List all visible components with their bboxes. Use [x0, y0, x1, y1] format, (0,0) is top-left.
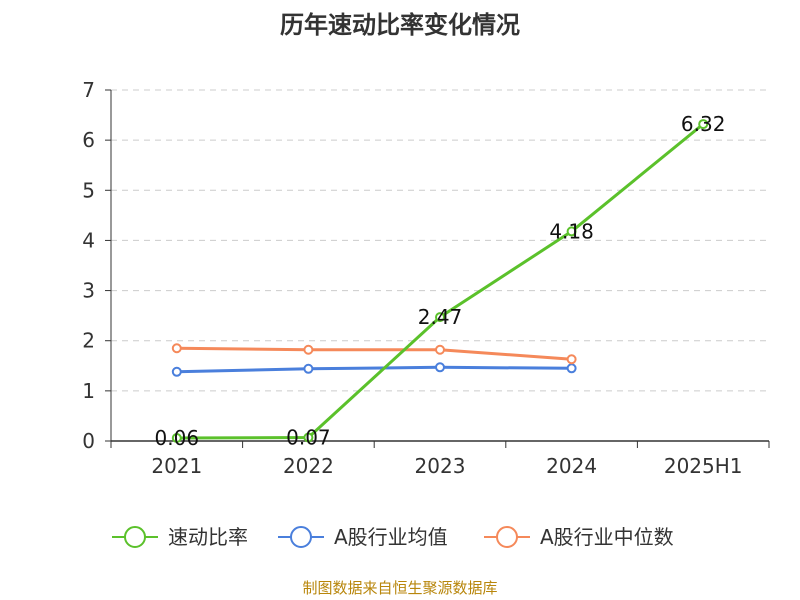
- data-point: [435, 362, 445, 373]
- legend-marker: [290, 526, 312, 548]
- y-tick-label: 5: [82, 178, 95, 202]
- data-point: [435, 344, 445, 355]
- data-label: 2.47: [418, 305, 463, 329]
- x-tick-label: 2025H1: [664, 454, 743, 478]
- y-tick-label: 0: [82, 429, 95, 453]
- data-point: [435, 312, 445, 323]
- x-tick-label: 2022: [283, 454, 334, 478]
- x-tick-label: 2023: [415, 454, 466, 478]
- data-labels: 0.06 0.07 2.47 4.18 6.32: [155, 112, 726, 450]
- y-tick-label: 6: [82, 128, 95, 152]
- data-point: [171, 432, 182, 443]
- data-point: [566, 226, 577, 237]
- data-label: 4.18: [549, 219, 594, 243]
- source-note: 制图数据来自恒生聚源数据库: [302, 579, 497, 597]
- legend-label: 速动比率: [168, 525, 248, 549]
- series-line: [176, 346, 572, 361]
- legend-label: A股行业中位数: [540, 525, 674, 549]
- data-point: [171, 366, 182, 377]
- x-tick-label: 2021: [151, 454, 202, 478]
- y-tick-label: 3: [82, 279, 95, 303]
- y-tick-label: 2: [82, 329, 95, 353]
- data-point: [566, 363, 577, 374]
- y-tick-label: 4: [82, 228, 95, 252]
- data-point: [698, 119, 709, 130]
- legend-label: A股行业均值: [334, 525, 448, 549]
- data-point: [303, 344, 314, 355]
- data-point: [171, 343, 182, 354]
- data-point: [303, 363, 314, 374]
- legend: 速动比率 A股行业均值 A股行业中位数: [112, 525, 674, 549]
- data-label: 0.06: [155, 426, 200, 450]
- legend-marker: [496, 526, 518, 548]
- y-tick-label: 1: [82, 379, 95, 403]
- x-tick-label: 2024: [546, 454, 597, 478]
- series-layer: [171, 119, 709, 443]
- axes: 0 1 2 3 4 5 6 7 2021 2022 2023 2024 2025H1: [82, 78, 770, 478]
- data-label: 6.32: [681, 112, 726, 136]
- data-label: 0.07: [286, 425, 331, 449]
- legend-marker: [124, 526, 146, 548]
- chart-title: 历年速动比率变化情况: [280, 11, 520, 39]
- y-tick-label: 7: [82, 78, 95, 102]
- data-point: [303, 432, 314, 443]
- series-line: [176, 365, 572, 374]
- data-point: [566, 354, 577, 365]
